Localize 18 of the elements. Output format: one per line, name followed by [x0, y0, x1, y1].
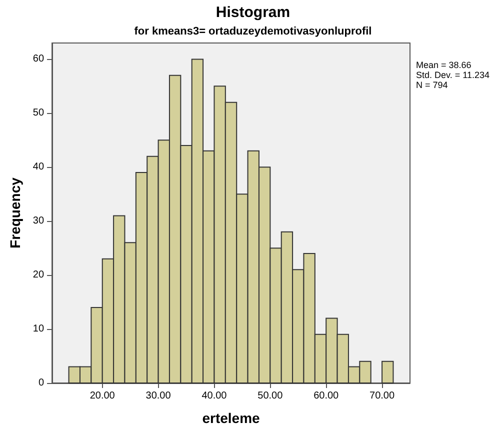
- y-tick-label: 0: [38, 378, 44, 388]
- x-tick-label: 20.00: [90, 390, 116, 402]
- x-tick-label: 50.00: [258, 390, 284, 402]
- y-tick-label: 20: [32, 270, 44, 281]
- x-tick-label: 60.00: [314, 390, 340, 402]
- text: Mean = 38.66 Std. Dev. = 11.234 N = 794: [416, 60, 490, 90]
- chart-title: Histogram: [216, 4, 290, 21]
- y-axis-title: Frequency: [7, 177, 23, 248]
- y-tick-label: 30: [32, 216, 44, 227]
- chart-subtitle: for kmeans3= ortaduzeydemotivasyonluprofil: [134, 26, 372, 38]
- y-tick-label: 40: [32, 162, 44, 173]
- x-tick-label: 40.00: [202, 390, 228, 402]
- x-tick-label: 70.00: [370, 390, 395, 402]
- y-tick-label: 60: [32, 54, 44, 65]
- x-tick-label: 30.00: [146, 390, 172, 402]
- x-axis-title: erteleme: [202, 410, 260, 426]
- y-tick-label: 10: [32, 324, 44, 335]
- y-tick-label: 50: [32, 108, 44, 119]
